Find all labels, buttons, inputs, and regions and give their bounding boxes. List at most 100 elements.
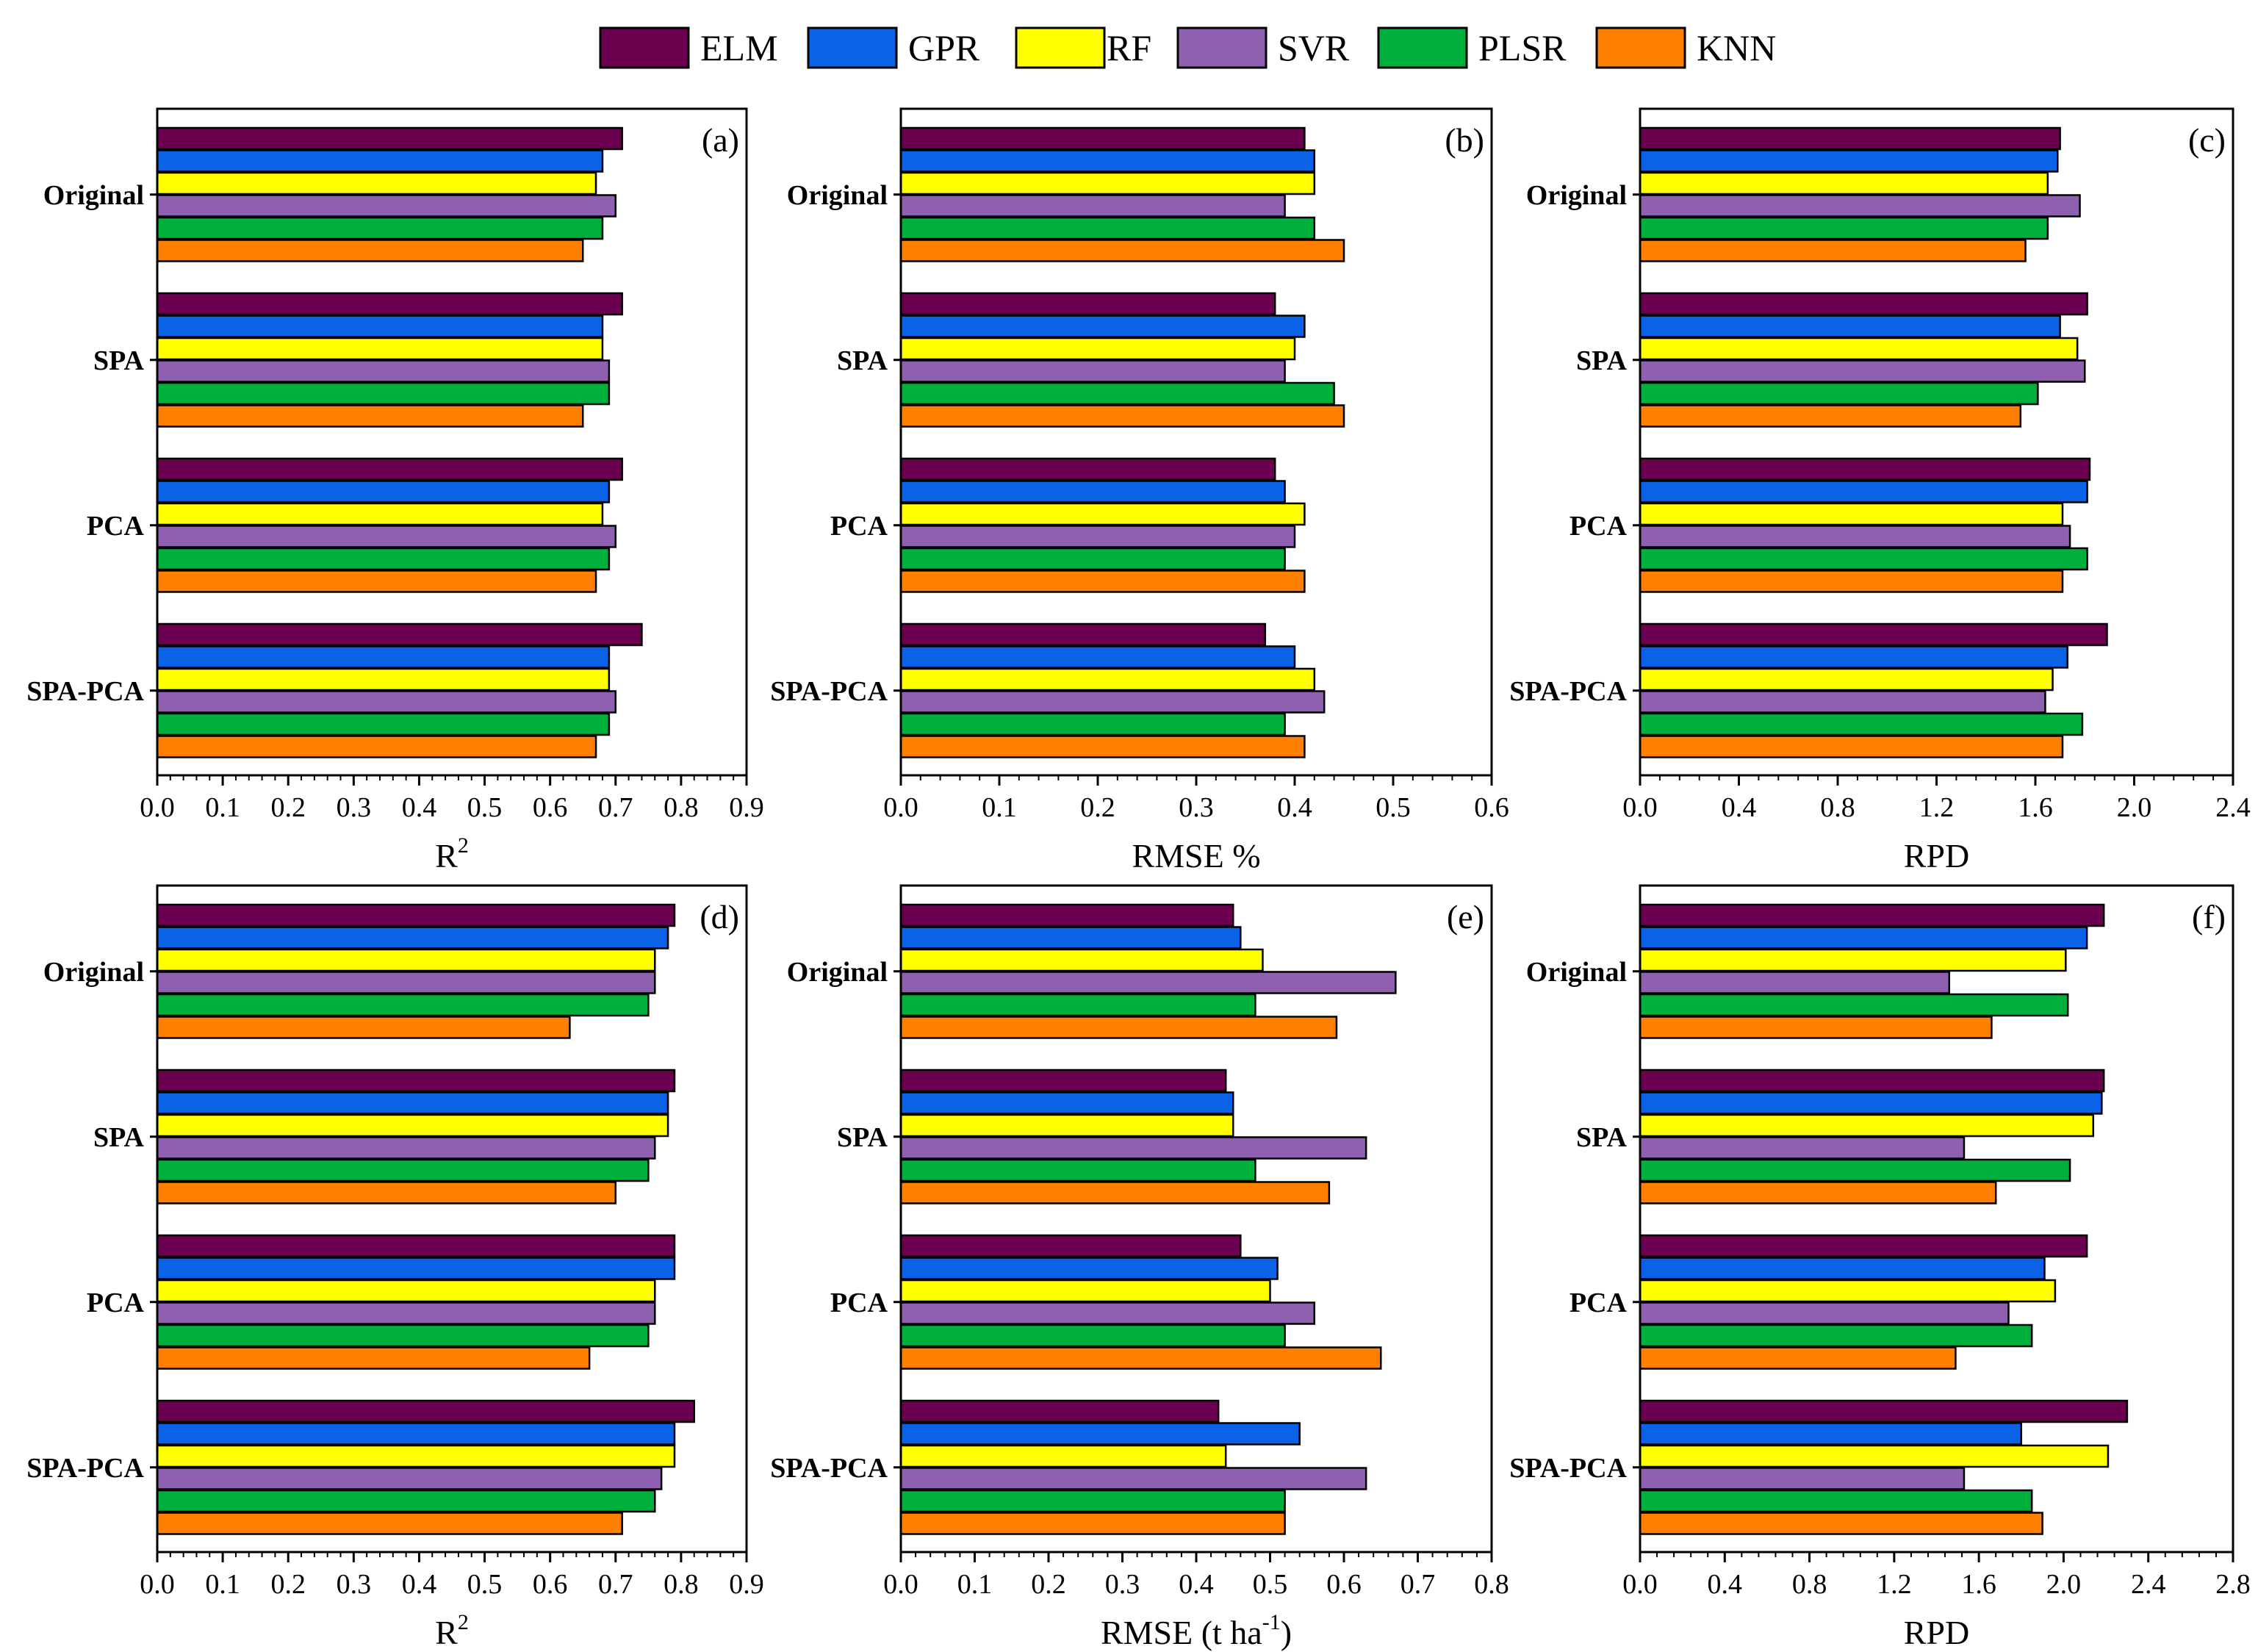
bar-e-spa-elm: [899, 1069, 1227, 1093]
x-axis-title-a: R2: [435, 833, 469, 875]
x-tick-label-d: 0.7: [598, 1569, 633, 1600]
x-tick-label-d: 0.6: [533, 1569, 568, 1600]
x-tick-label-a: 0.8: [664, 792, 699, 823]
x-tick-label-a: 0.5: [467, 792, 503, 823]
legend-label-rf: RF: [1107, 27, 1151, 68]
bar-e-spa-pca-elm: [899, 1399, 1220, 1423]
category-label-d-pca: PCA: [87, 1288, 145, 1318]
bar-e-pca-rf: [899, 1279, 1271, 1303]
bar-e-original-svr: [899, 971, 1397, 994]
bar-c-original-svr: [1639, 194, 2081, 218]
x-tick-label-f: 2.0: [2046, 1569, 2082, 1600]
bar-c-pca-gpr: [1639, 480, 2088, 503]
category-label-c-spa: SPA: [1576, 345, 1628, 376]
x-tick-label-f: 2.8: [2215, 1569, 2251, 1600]
x-tick-label-e: 0.7: [1401, 1569, 1436, 1600]
panel-label-a: (a): [702, 121, 739, 159]
bar-f-spa-rf: [1639, 1113, 2095, 1138]
bar-c-spa-pca-knn: [1639, 735, 2064, 758]
legend-label-gpr: GPR: [908, 27, 980, 68]
x-tick-label-f: 0.8: [1792, 1569, 1827, 1600]
bar-e-pca-svr: [899, 1301, 1316, 1325]
x-tick-label-e: 0.6: [1326, 1569, 1362, 1600]
x-tick-label-d: 0.9: [729, 1569, 764, 1600]
bar-c-spa-rf: [1639, 337, 2079, 361]
x-tick-label-f: 2.4: [2131, 1569, 2166, 1600]
bar-b-spa-pca-elm: [899, 622, 1267, 647]
x-tick-label-e: 0.1: [957, 1569, 993, 1600]
bar-f-pca-gpr: [1639, 1257, 2046, 1280]
category-label-a-pca: PCA: [87, 511, 145, 542]
bar-d-pca-knn: [156, 1346, 591, 1370]
bar-d-spa-pca-svr: [156, 1467, 663, 1490]
bar-a-pca-plsr: [156, 547, 611, 571]
x-tick-label-c: 1.2: [1919, 792, 1955, 823]
bar-f-original-plsr: [1639, 993, 2069, 1017]
x-tick-label-d: 0.2: [270, 1569, 306, 1600]
category-label-a-spa-pca: SPA-PCA: [26, 676, 144, 707]
bar-a-spa-pca-svr: [156, 690, 617, 714]
legend-swatch-plsr: [1377, 26, 1468, 69]
category-label-f-pca: PCA: [1570, 1288, 1628, 1318]
bar-c-spa-elm: [1639, 292, 2088, 316]
bar-e-spa-plsr: [899, 1158, 1256, 1182]
bar-a-original-elm: [156, 126, 623, 151]
bar-b-spa-pca-gpr: [899, 645, 1296, 669]
x-tick-label-d: 0.3: [337, 1569, 372, 1600]
x-tick-label-c: 1.6: [2018, 792, 2053, 823]
category-label-f-spa-pca: SPA-PCA: [1509, 1453, 1627, 1484]
bar-a-original-rf: [156, 171, 597, 195]
bar-a-spa-knn: [156, 404, 584, 428]
bar-b-original-svr: [899, 194, 1286, 218]
category-label-d-spa-pca: SPA-PCA: [26, 1453, 144, 1484]
legend-label-plsr: PLSR: [1478, 27, 1567, 68]
x-tick-label-e: 0.4: [1179, 1569, 1214, 1600]
bar-f-spa-knn: [1639, 1181, 1997, 1204]
bar-d-spa-pca-plsr: [156, 1489, 656, 1513]
bar-d-original-knn: [156, 1016, 571, 1039]
bar-b-spa-svr: [899, 359, 1286, 383]
bar-f-pca-plsr: [1639, 1324, 2033, 1348]
bar-b-pca-knn: [899, 570, 1306, 593]
bar-e-pca-elm: [899, 1234, 1242, 1258]
bar-d-original-plsr: [156, 993, 650, 1017]
plot-frame-d: [156, 884, 748, 1554]
bar-f-spa-pca-knn: [1639, 1512, 2043, 1535]
legend-label-knn: KNN: [1697, 27, 1776, 68]
bar-b-original-knn: [899, 239, 1345, 262]
x-tick-label-b: 0.3: [1179, 792, 1214, 823]
x-tick-label-c: 2.0: [2117, 792, 2152, 823]
x-tick-label-d: 0.0: [140, 1569, 175, 1600]
bar-b-spa-knn: [899, 404, 1345, 428]
category-label-b-original: Original: [787, 180, 888, 211]
x-axis-title-e: RMSE (t ha-1): [1101, 1610, 1292, 1651]
x-tick-label-a: 0.7: [598, 792, 633, 823]
category-label-c-pca: PCA: [1570, 511, 1628, 542]
bar-a-spa-pca-gpr: [156, 645, 611, 669]
bar-a-pca-knn: [156, 570, 597, 593]
bar-c-spa-gpr: [1639, 315, 2061, 338]
bar-c-pca-plsr: [1639, 547, 2088, 571]
bar-b-spa-pca-plsr: [899, 712, 1286, 736]
bar-a-original-svr: [156, 194, 617, 218]
bar-b-pca-gpr: [899, 480, 1286, 503]
x-axis-title-d: R2: [435, 1610, 469, 1651]
x-tick-label-f: 1.2: [1877, 1569, 1912, 1600]
legend-label-svr: SVR: [1278, 27, 1350, 68]
bar-b-pca-elm: [899, 457, 1276, 481]
x-tick-label-b: 0.4: [1277, 792, 1312, 823]
x-tick-label-c: 0.4: [1722, 792, 1757, 823]
x-tick-label-a: 0.2: [270, 792, 306, 823]
category-label-d-original: Original: [43, 957, 144, 988]
bar-f-pca-rf: [1639, 1279, 2057, 1303]
bar-a-spa-pca-rf: [156, 667, 611, 692]
category-label-e-spa-pca: SPA-PCA: [770, 1453, 888, 1484]
x-tick-label-e: 0.0: [883, 1569, 918, 1600]
x-tick-label-c: 0.0: [1622, 792, 1658, 823]
bar-d-pca-svr: [156, 1301, 656, 1325]
bar-b-spa-pca-knn: [899, 735, 1306, 758]
category-label-e-spa: SPA: [837, 1122, 888, 1153]
bar-a-spa-pca-plsr: [156, 712, 611, 736]
bar-e-spa-pca-svr: [899, 1467, 1367, 1490]
